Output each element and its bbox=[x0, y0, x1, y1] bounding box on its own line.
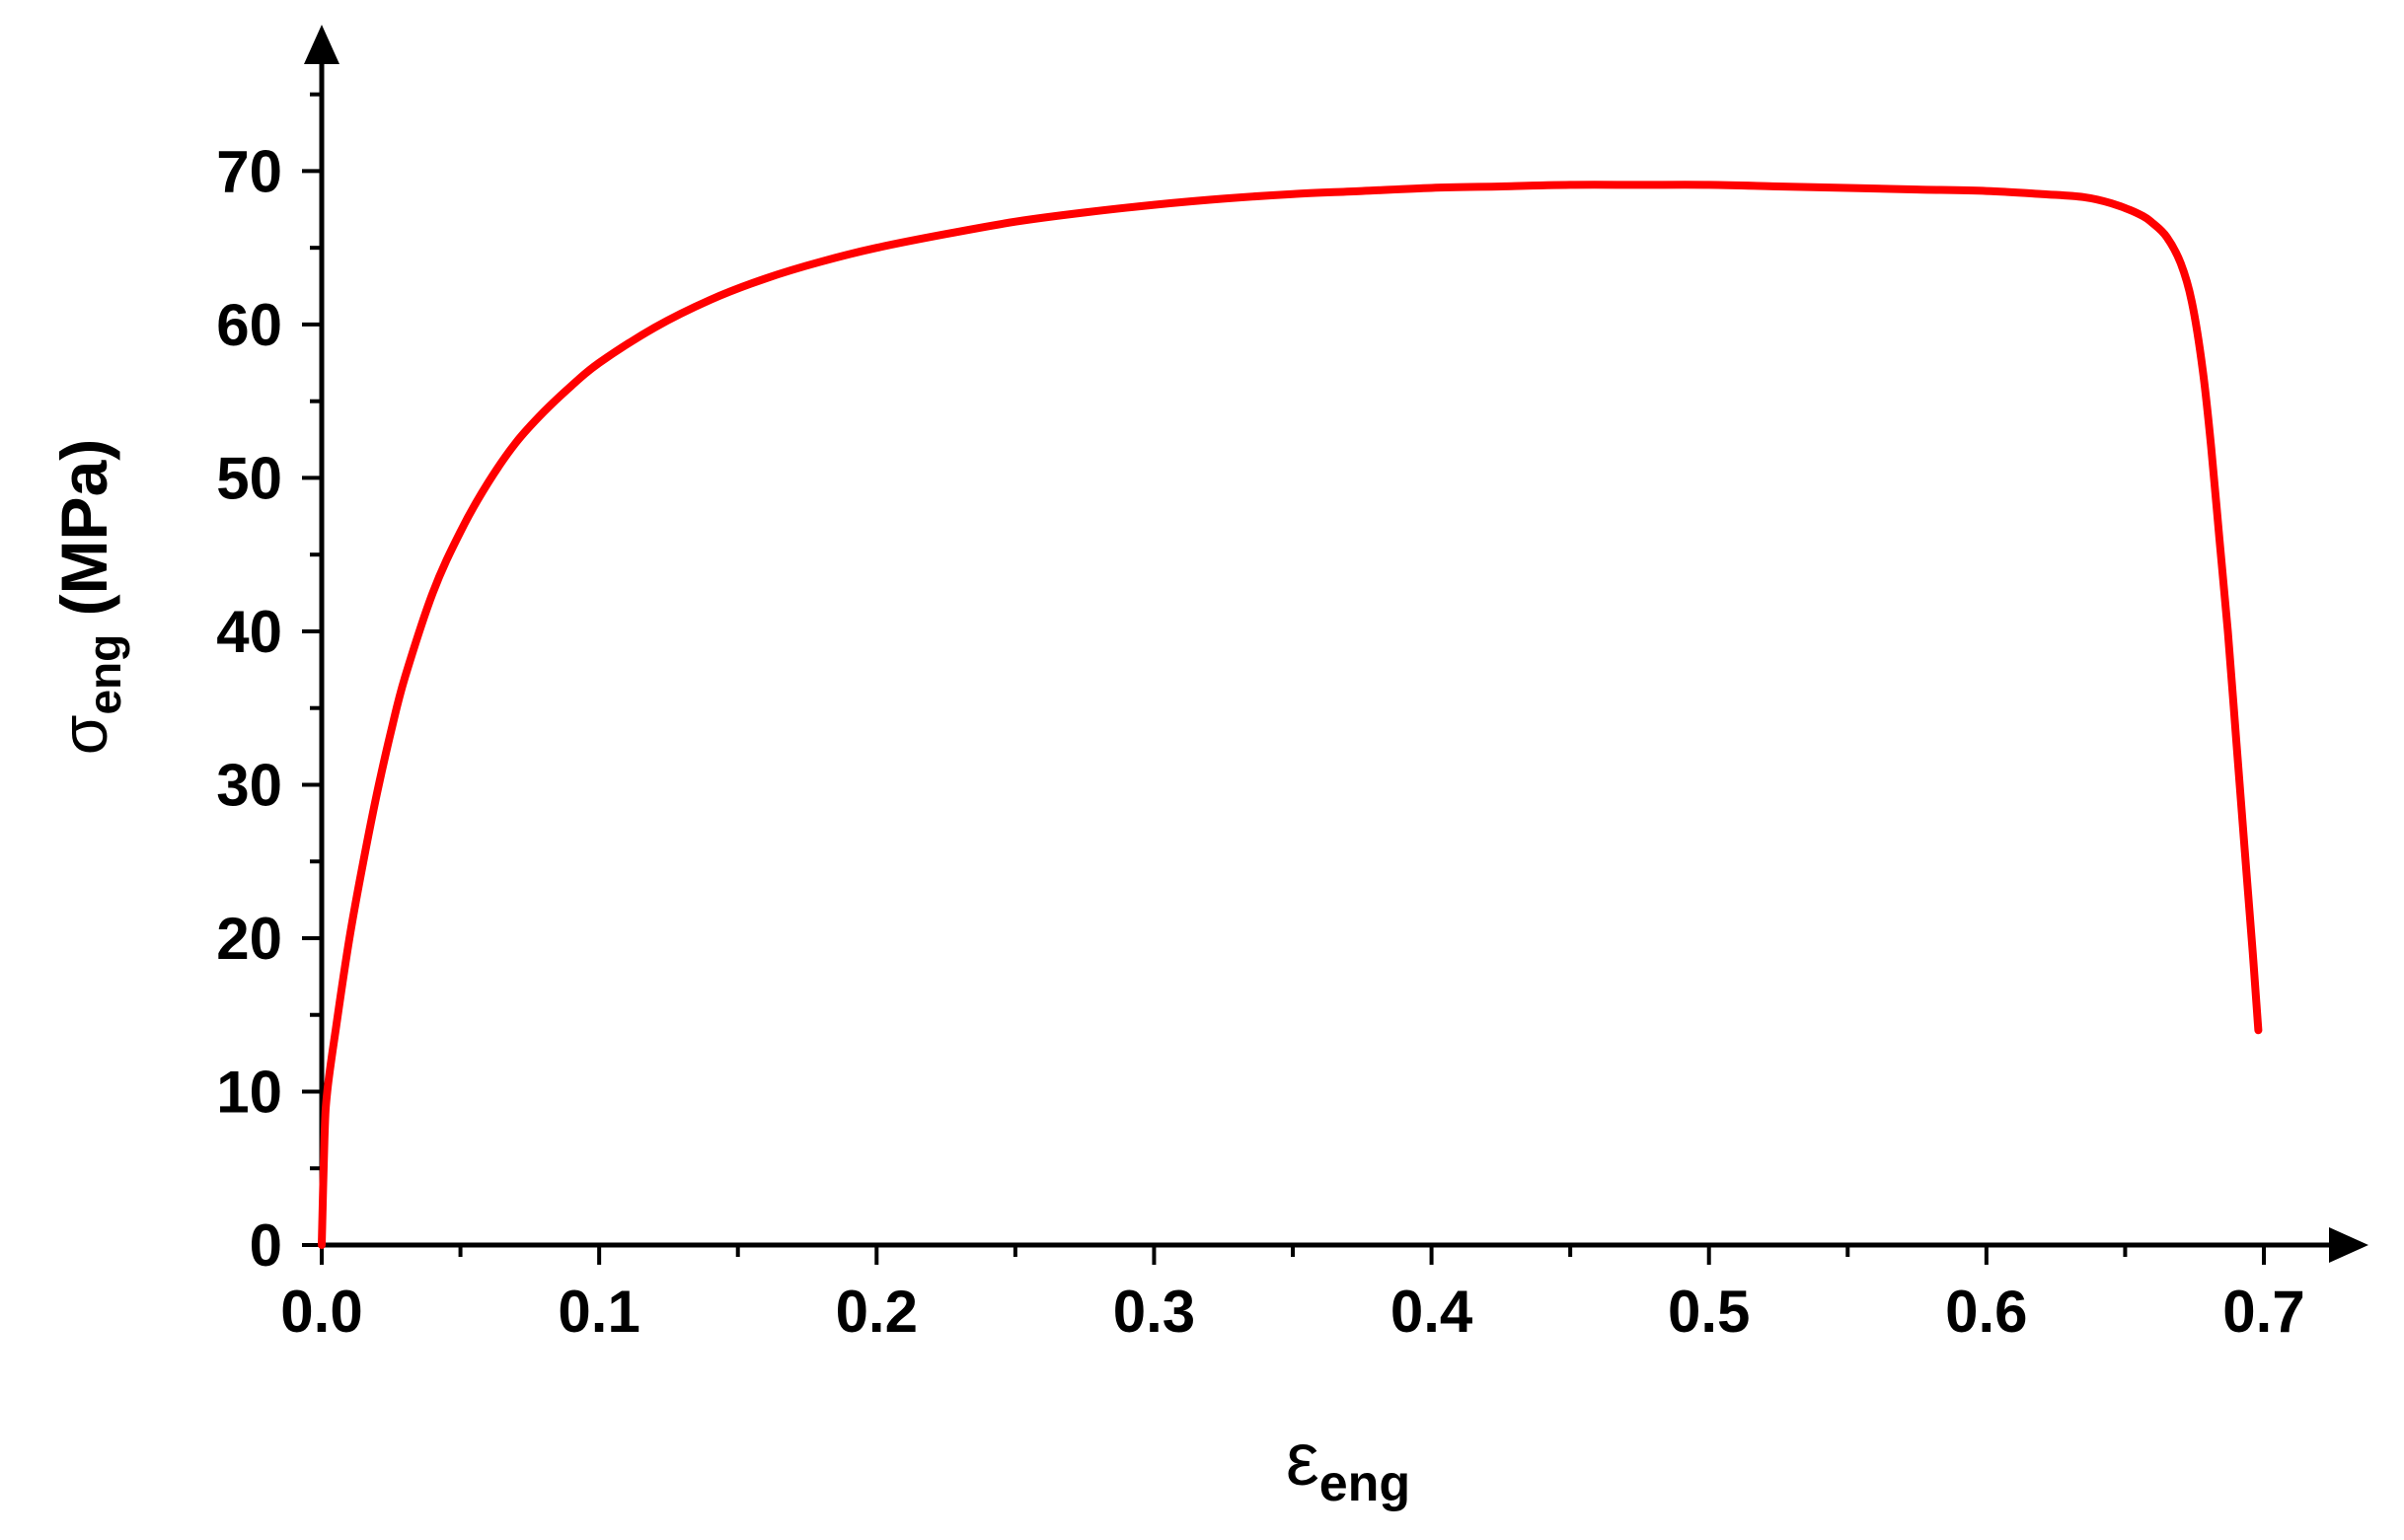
series-group bbox=[318, 181, 2263, 1249]
y-axis-label: σeng (MPa) bbox=[47, 439, 130, 756]
x-axis-label: εeng bbox=[1286, 1418, 1410, 1512]
x-tick-label: 0.3 bbox=[1113, 1279, 1195, 1345]
x-tick-label: 0.4 bbox=[1390, 1279, 1473, 1345]
y-axis-label-unit: (MPa) bbox=[47, 439, 120, 617]
x-tick-label: 0.0 bbox=[280, 1279, 362, 1345]
y-axis-label-subscript: eng bbox=[79, 634, 130, 715]
y-tick-label: 50 bbox=[216, 445, 282, 511]
x-tick-label: 0.5 bbox=[1668, 1279, 1750, 1345]
axes bbox=[304, 25, 2368, 1263]
x-axis-label-subscript: eng bbox=[1319, 1455, 1410, 1512]
y-tick-label: 70 bbox=[216, 138, 282, 204]
y-axis-arrow-icon bbox=[304, 25, 339, 64]
y-axis-label-space bbox=[47, 616, 120, 633]
y-tick-label: 30 bbox=[216, 752, 282, 818]
x-tick-label: 0.1 bbox=[558, 1279, 639, 1345]
x-tick-label: 0.7 bbox=[2222, 1279, 2304, 1345]
y-tick-label: 0 bbox=[250, 1212, 282, 1279]
x-axis-arrow-icon bbox=[2329, 1227, 2368, 1263]
x-axis-label-symbol: ε bbox=[1286, 1418, 1319, 1502]
y-tick-label: 60 bbox=[216, 292, 282, 358]
y-tick-label: 40 bbox=[216, 599, 282, 665]
x-tick-label: 0.6 bbox=[1945, 1279, 2027, 1345]
y-tick-label: 20 bbox=[216, 906, 282, 972]
y-axis-label-symbol: σ bbox=[47, 715, 120, 756]
tick-labels: 0.0 0.1 0.2 0.3 0.4 0.5 0.6 0.7 0 10 20 30 40 50 60 70 bbox=[216, 138, 2304, 1345]
y-tick-label: 10 bbox=[216, 1059, 282, 1125]
x-tick-label: 0.2 bbox=[836, 1279, 918, 1345]
stress-strain-curve bbox=[318, 181, 2263, 1249]
ticks bbox=[302, 92, 2266, 1265]
